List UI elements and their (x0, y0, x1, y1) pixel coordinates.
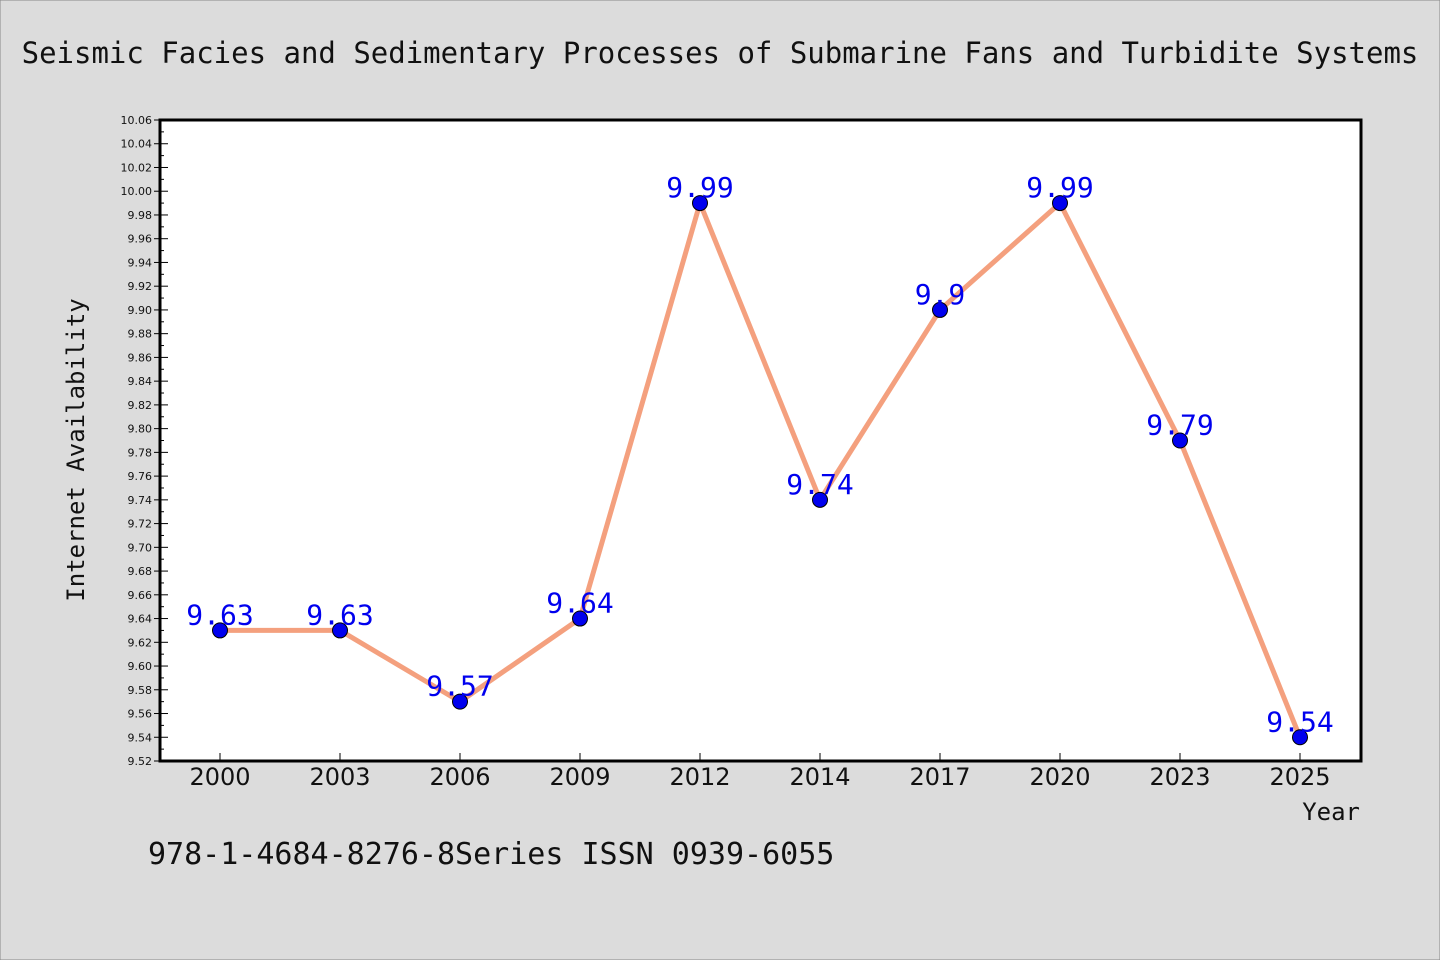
y-tick-label: 9.76 (128, 470, 153, 483)
y-tick-label: 9.92 (128, 280, 153, 293)
data-label: 9.63 (306, 598, 373, 631)
data-point (1172, 432, 1188, 449)
x-tick-label: 2025 (1269, 763, 1330, 791)
data-label: 9.74 (786, 468, 853, 501)
series-line (220, 200, 1303, 739)
data-label: 9.79 (1146, 409, 1213, 442)
y-tick-label: 9.60 (128, 660, 153, 673)
y-tick-label: 10.06 (121, 114, 153, 127)
y-tick-label: 10.04 (121, 138, 153, 151)
footer-text: 978-1-4684-8276-8Series ISSN 0939-6055 (148, 837, 834, 872)
data-label: 9.54 (1266, 705, 1333, 738)
series-layer (212, 195, 1308, 746)
y-axis-ticks: 9.52 9.54 9.56 9.58 9.60 9.62 9.64 9.66 9.68 9.70… (121, 114, 168, 768)
y-tick-label: 9.98 (128, 209, 153, 222)
x-axis-ticks: 2000 2003 2006 2009 2012 2014 2017 2020 2023 2025 (189, 753, 1331, 791)
y-tick-label: 9.80 (128, 423, 153, 436)
data-label: 9.63 (186, 598, 253, 631)
y-axis-label: Internet Availability (62, 298, 90, 601)
y-tick-label: 9.68 (128, 565, 153, 578)
chart-title: Seismic Facies and Sedimentary Processes… (22, 36, 1419, 70)
x-tick-label: 2000 (189, 763, 250, 791)
data-point (572, 610, 588, 627)
y-tick-label: 10.00 (121, 185, 153, 198)
y-tick-label: 9.54 (128, 731, 153, 744)
y-tick-label: 9.62 (128, 636, 153, 649)
y-tick-label: 9.82 (128, 399, 153, 412)
y-tick-label: 9.70 (128, 541, 153, 554)
y-tick-label: 9.94 (128, 256, 153, 269)
x-tick-label: 2003 (309, 763, 370, 791)
data-label: 9.99 (1026, 171, 1093, 204)
x-tick-label: 2020 (1029, 763, 1090, 791)
x-tick-label: 2023 (1149, 763, 1210, 791)
y-tick-label: 9.52 (128, 755, 153, 768)
y-tick-label: 9.74 (128, 494, 153, 507)
x-tick-label: 2009 (549, 763, 610, 791)
y-tick-label: 9.56 (128, 708, 153, 721)
x-tick-label: 2014 (789, 763, 850, 791)
x-tick-label: 2012 (669, 763, 730, 791)
data-point (932, 301, 948, 318)
data-label: 9.57 (426, 670, 493, 703)
plot-frame (158, 118, 1363, 763)
data-point (1292, 729, 1308, 746)
data-point (212, 622, 228, 639)
y-tick-label: 9.72 (128, 518, 153, 531)
data-point (1052, 195, 1068, 212)
y-tick-label: 9.64 (128, 613, 153, 626)
data-label-layer: 9.63 9.63 9.57 9.64 9.99 9.74 9.9 9.99 9.79 9.54 (186, 171, 1333, 738)
y-tick-label: 9.78 (128, 446, 153, 459)
y-tick-label: 9.86 (128, 351, 153, 364)
y-tick-label: 9.90 (128, 304, 153, 317)
y-tick-label: 9.58 (128, 684, 153, 697)
y-tick-label: 9.66 (128, 589, 153, 602)
plot-area (160, 120, 1361, 761)
data-label: 9.9 (915, 278, 966, 311)
y-tick-label: 9.96 (128, 233, 153, 246)
y-tick-label: 9.84 (128, 375, 153, 388)
data-point (452, 693, 468, 710)
x-tick-label: 2017 (909, 763, 970, 791)
x-tick-label: 2006 (429, 763, 490, 791)
data-label: 9.99 (666, 171, 733, 204)
y-tick-label: 9.88 (128, 328, 153, 341)
data-point (692, 195, 708, 212)
y-tick-label: 10.02 (121, 161, 153, 174)
x-axis-label: Year (1302, 798, 1360, 826)
data-point (332, 622, 348, 639)
data-point (812, 491, 828, 508)
data-label: 9.64 (546, 587, 613, 620)
